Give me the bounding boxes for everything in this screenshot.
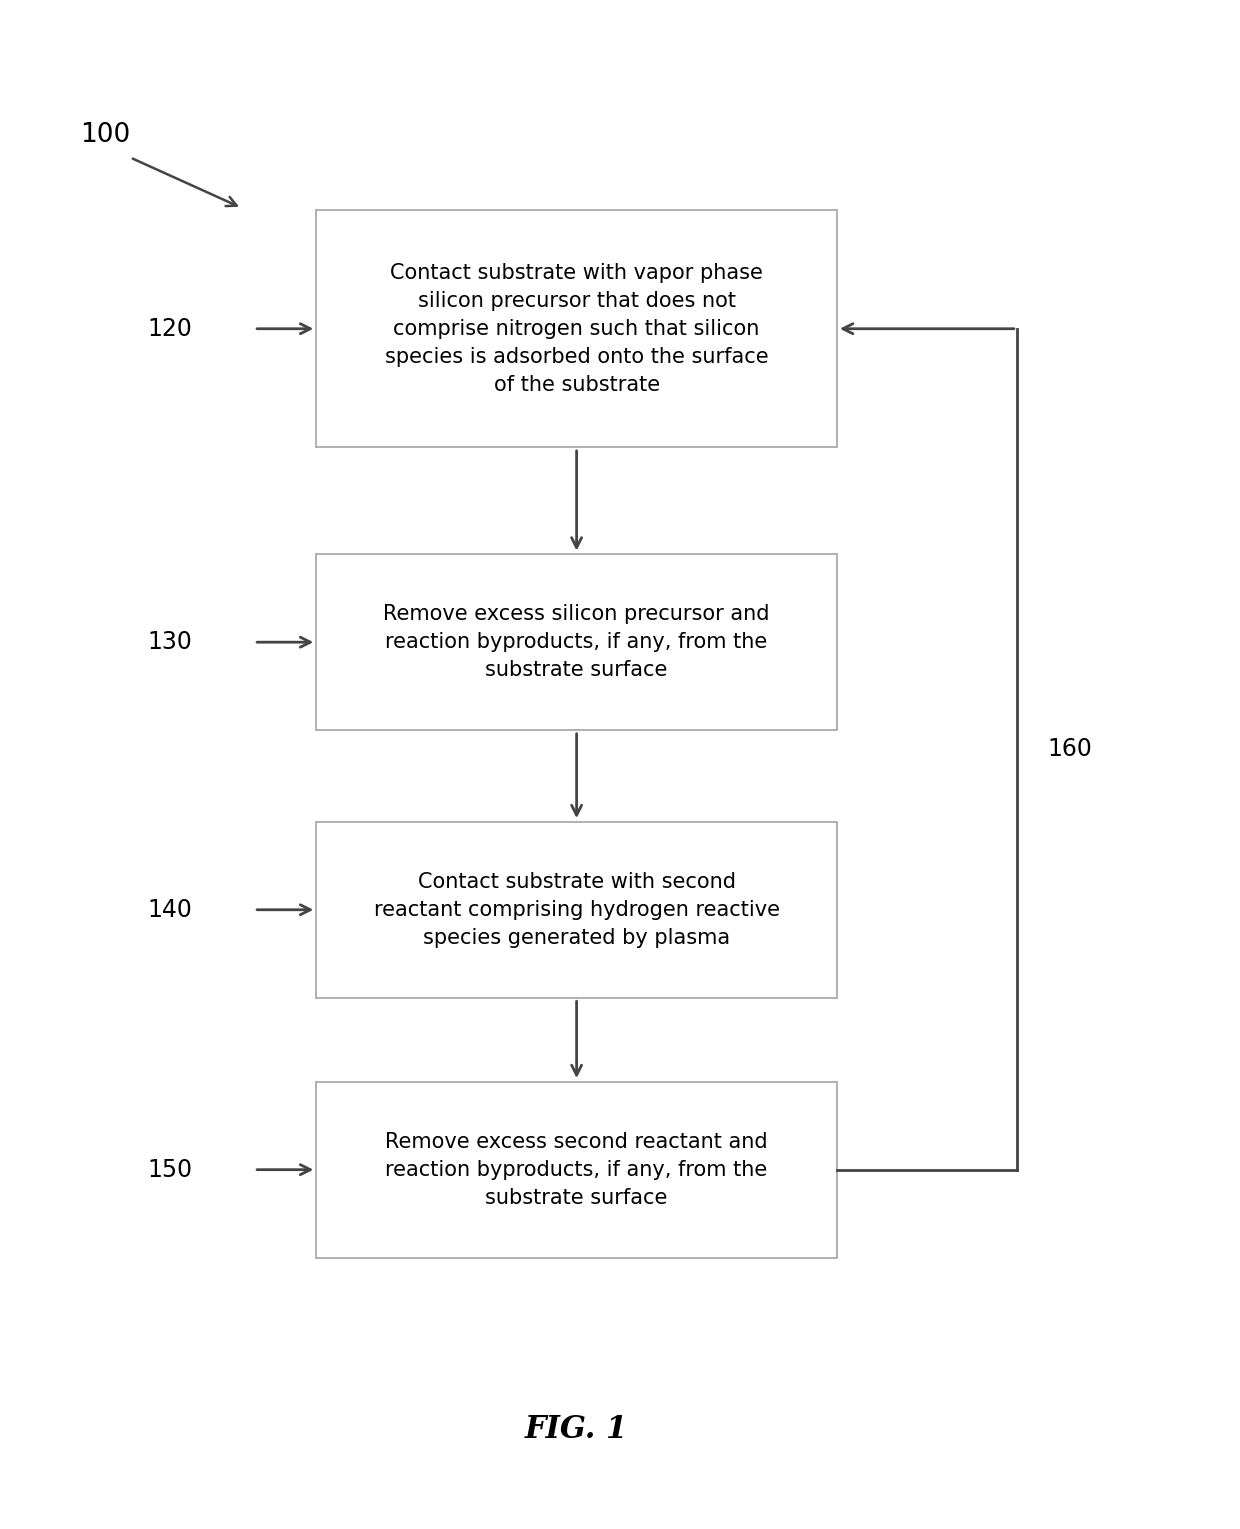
- Text: 130: 130: [148, 630, 192, 654]
- Text: 160: 160: [1048, 737, 1092, 761]
- FancyBboxPatch shape: [316, 1083, 837, 1257]
- Text: Contact substrate with second
reactant comprising hydrogen reactive
species gene: Contact substrate with second reactant c…: [373, 872, 780, 948]
- FancyBboxPatch shape: [316, 553, 837, 731]
- Text: 100: 100: [81, 122, 131, 148]
- Text: Remove excess second reactant and
reaction byproducts, if any, from the
substrat: Remove excess second reactant and reacti…: [386, 1131, 768, 1208]
- Text: 140: 140: [148, 898, 192, 922]
- Text: FIG. 1: FIG. 1: [525, 1414, 629, 1445]
- Text: Remove excess silicon precursor and
reaction byproducts, if any, from the
substr: Remove excess silicon precursor and reac…: [383, 604, 770, 680]
- Text: 150: 150: [148, 1157, 192, 1182]
- Text: Contact substrate with vapor phase
silicon precursor that does not
comprise nitr: Contact substrate with vapor phase silic…: [384, 263, 769, 394]
- FancyBboxPatch shape: [316, 823, 837, 997]
- Text: 120: 120: [148, 317, 192, 341]
- FancyBboxPatch shape: [316, 209, 837, 446]
